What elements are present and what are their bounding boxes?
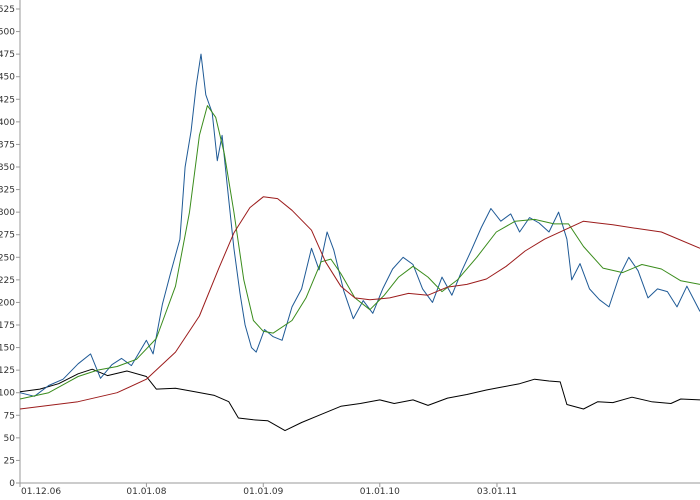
y-tick-label: 425 [0,95,15,105]
y-tick-label: 400 [0,118,15,128]
y-tick-label: 450 [0,73,15,83]
y-tick-label: 475 [0,50,15,60]
series-line-3 [19,105,700,400]
y-tick-label: 150 [0,344,15,354]
y-tick-label: 375 [0,140,15,150]
y-tick-label: 275 [0,231,15,241]
x-tick-label: 01.12.06 [21,487,61,497]
y-tick-label: 75 [4,411,15,421]
y-tick-label: 50 [4,434,16,444]
series-line-1 [19,368,700,432]
y-tick-label: 350 [0,163,15,173]
y-tick-label: 125 [0,366,15,376]
x-tick-label: 01.01.10 [360,487,400,497]
y-axis-ticks: 0 25 50 75 100 125 150 175 200 225 250 275 300 325 350… [0,5,20,489]
series-layer [19,53,700,432]
series-line-4 [19,196,700,410]
y-tick-label: 300 [0,208,15,218]
x-tick-label: 03.01.11 [477,487,517,497]
y-tick-label: 175 [0,321,15,331]
y-tick-label: 225 [0,276,15,286]
plot-background [20,0,700,483]
y-tick-label: 250 [0,253,15,263]
y-tick-label: 200 [0,298,15,308]
y-tick-label: 25 [4,456,15,466]
y-tick-label: 525 [0,5,15,15]
y-tick-label: 0 [9,479,15,489]
y-tick-label: 100 [0,389,15,399]
y-tick-label: 500 [0,28,15,38]
x-axis-ticks: 01.12.06 01.01.08 01.01.09 01.01.10 03.01.11 [19,483,517,497]
x-tick-label: 01.01.09 [243,487,283,497]
y-tick-label: 325 [0,186,15,196]
x-tick-label: 01.01.08 [126,487,166,497]
